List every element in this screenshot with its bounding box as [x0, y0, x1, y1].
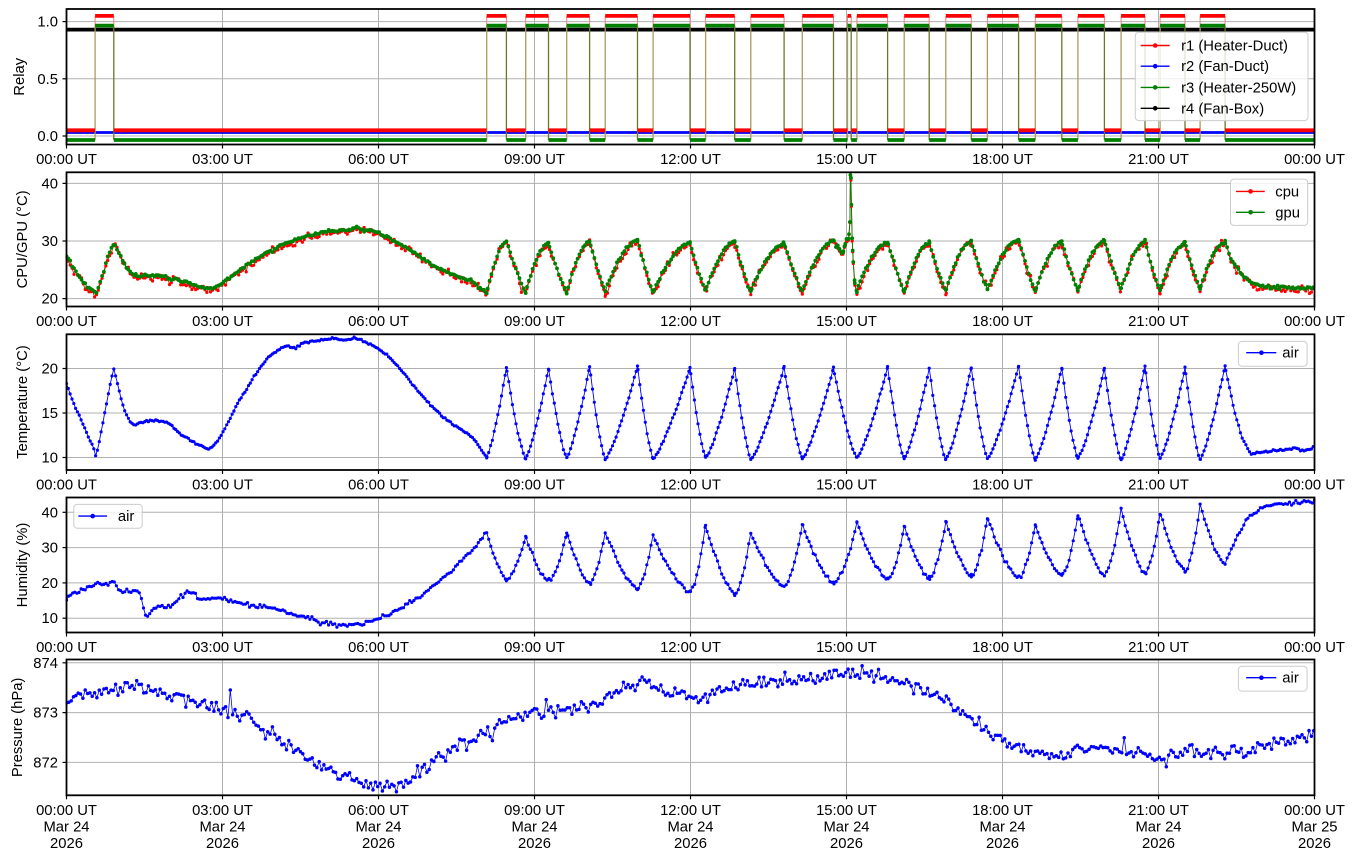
- svg-text:15:00 UT: 15:00 UT: [816, 478, 877, 494]
- svg-text:0.5: 0.5: [37, 72, 58, 88]
- svg-text:09:00 UT: 09:00 UT: [504, 314, 565, 330]
- svg-text:20: 20: [42, 292, 58, 308]
- svg-text:18:00 UT: 18:00 UT: [972, 640, 1033, 656]
- svg-text:12:00 UT: 12:00 UT: [660, 152, 721, 168]
- svg-text:Mar 24: Mar 24: [667, 819, 713, 835]
- svg-text:21:00 UT: 21:00 UT: [1128, 640, 1189, 656]
- svg-text:Mar 24: Mar 24: [979, 819, 1025, 835]
- svg-text:21:00 UT: 21:00 UT: [1128, 478, 1189, 494]
- svg-text:06:00 UT: 06:00 UT: [348, 803, 409, 819]
- svg-text:00:00 UT: 00:00 UT: [1284, 314, 1345, 330]
- svg-text:Humidity (%): Humidity (%): [15, 523, 31, 608]
- svg-text:872: 872: [33, 755, 58, 771]
- svg-text:00:00 UT: 00:00 UT: [1284, 803, 1345, 819]
- svg-text:00:00 UT: 00:00 UT: [36, 640, 97, 656]
- svg-text:00:00 UT: 00:00 UT: [1284, 478, 1345, 494]
- svg-text:03:00 UT: 03:00 UT: [192, 152, 253, 168]
- svg-text:1.0: 1.0: [37, 15, 58, 31]
- svg-text:r2 (Fan-Duct): r2 (Fan-Duct): [1181, 59, 1269, 75]
- svg-text:Mar 24: Mar 24: [43, 819, 89, 835]
- svg-text:10: 10: [42, 451, 58, 467]
- svg-text:r1 (Heater-Duct): r1 (Heater-Duct): [1181, 39, 1288, 55]
- svg-text:2026: 2026: [1298, 836, 1331, 852]
- svg-text:15:00 UT: 15:00 UT: [816, 803, 877, 819]
- svg-text:03:00 UT: 03:00 UT: [192, 478, 253, 494]
- svg-text:Mar 24: Mar 24: [823, 819, 869, 835]
- svg-text:30: 30: [42, 234, 58, 250]
- svg-text:18:00 UT: 18:00 UT: [972, 478, 1033, 494]
- svg-text:00:00 UT: 00:00 UT: [1284, 640, 1345, 656]
- svg-text:09:00 UT: 09:00 UT: [504, 640, 565, 656]
- svg-text:12:00 UT: 12:00 UT: [660, 803, 721, 819]
- svg-text:15:00 UT: 15:00 UT: [816, 314, 877, 330]
- svg-text:06:00 UT: 06:00 UT: [348, 478, 409, 494]
- svg-text:2026: 2026: [1142, 836, 1175, 852]
- svg-text:r3 (Heater-250W): r3 (Heater-250W): [1181, 80, 1296, 96]
- svg-text:40: 40: [42, 505, 58, 521]
- svg-text:09:00 UT: 09:00 UT: [504, 152, 565, 168]
- svg-text:15:00 UT: 15:00 UT: [816, 152, 877, 168]
- svg-text:2026: 2026: [518, 836, 551, 852]
- svg-text:06:00 UT: 06:00 UT: [348, 152, 409, 168]
- svg-text:10: 10: [42, 611, 58, 627]
- svg-text:Mar 24: Mar 24: [511, 819, 557, 835]
- svg-text:00:00 UT: 00:00 UT: [36, 478, 97, 494]
- svg-text:2026: 2026: [362, 836, 395, 852]
- svg-text:Mar 24: Mar 24: [355, 819, 401, 835]
- svg-text:06:00 UT: 06:00 UT: [348, 314, 409, 330]
- svg-text:20: 20: [42, 576, 58, 592]
- svg-text:gpu: gpu: [1275, 205, 1300, 221]
- svg-text:12:00 UT: 12:00 UT: [660, 478, 721, 494]
- svg-text:873: 873: [33, 706, 58, 722]
- svg-text:0.0: 0.0: [37, 129, 58, 145]
- svg-text:12:00 UT: 12:00 UT: [660, 314, 721, 330]
- svg-text:air: air: [1282, 671, 1299, 687]
- svg-text:air: air: [1282, 346, 1299, 362]
- svg-text:cpu: cpu: [1275, 184, 1299, 200]
- svg-text:20: 20: [42, 362, 58, 378]
- svg-text:874: 874: [33, 656, 58, 672]
- svg-text:03:00 UT: 03:00 UT: [192, 803, 253, 819]
- svg-text:03:00 UT: 03:00 UT: [192, 640, 253, 656]
- svg-text:CPU/GPU (°C): CPU/GPU (°C): [15, 190, 31, 288]
- svg-text:18:00 UT: 18:00 UT: [972, 803, 1033, 819]
- svg-text:00:00 UT: 00:00 UT: [36, 314, 97, 330]
- svg-text:Mar 24: Mar 24: [199, 819, 245, 835]
- svg-text:21:00 UT: 21:00 UT: [1128, 803, 1189, 819]
- svg-text:21:00 UT: 21:00 UT: [1128, 152, 1189, 168]
- svg-text:Mar 24: Mar 24: [1135, 819, 1181, 835]
- svg-text:00:00 UT: 00:00 UT: [1284, 152, 1345, 168]
- svg-text:18:00 UT: 18:00 UT: [972, 314, 1033, 330]
- svg-text:2026: 2026: [986, 836, 1019, 852]
- svg-text:09:00 UT: 09:00 UT: [504, 803, 565, 819]
- svg-text:Temperature (°C): Temperature (°C): [15, 345, 31, 459]
- svg-text:2026: 2026: [50, 836, 83, 852]
- svg-text:30: 30: [42, 541, 58, 557]
- svg-text:21:00 UT: 21:00 UT: [1128, 314, 1189, 330]
- svg-text:40: 40: [42, 176, 58, 192]
- svg-text:2026: 2026: [830, 836, 863, 852]
- svg-text:Mar 25: Mar 25: [1291, 819, 1337, 835]
- svg-text:2026: 2026: [206, 836, 239, 852]
- svg-text:18:00 UT: 18:00 UT: [972, 152, 1033, 168]
- svg-text:15:00 UT: 15:00 UT: [816, 640, 877, 656]
- svg-text:06:00 UT: 06:00 UT: [348, 640, 409, 656]
- svg-text:r4 (Fan-Box): r4 (Fan-Box): [1181, 101, 1264, 117]
- svg-text:2026: 2026: [674, 836, 707, 852]
- svg-text:03:00 UT: 03:00 UT: [192, 314, 253, 330]
- svg-text:12:00 UT: 12:00 UT: [660, 640, 721, 656]
- svg-text:00:00 UT: 00:00 UT: [36, 803, 97, 819]
- svg-text:Pressure (hPa): Pressure (hPa): [10, 678, 26, 778]
- svg-text:air: air: [118, 509, 135, 525]
- svg-text:00:00 UT: 00:00 UT: [36, 152, 97, 168]
- svg-text:09:00 UT: 09:00 UT: [504, 478, 565, 494]
- svg-text:Relay: Relay: [12, 57, 28, 95]
- svg-text:15: 15: [42, 406, 58, 422]
